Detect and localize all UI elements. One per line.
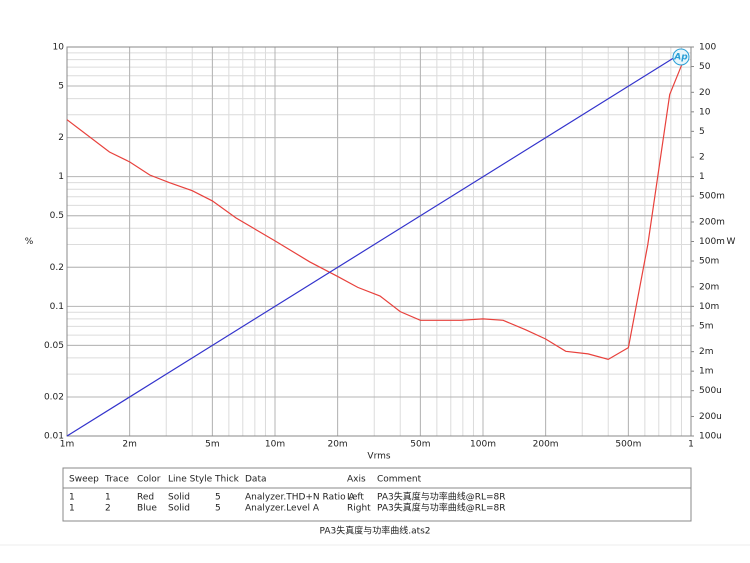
table-cell: Right <box>347 504 371 514</box>
table-header: Sweep <box>69 475 99 485</box>
x-tick-label: 1 <box>688 440 694 450</box>
y2-tick-label: 5 <box>699 127 705 137</box>
y2-tick-label: 1m <box>699 367 714 377</box>
logo-badge <box>672 48 690 66</box>
y2-tick-label: 500m <box>699 192 725 202</box>
table-header: Axis <box>347 475 366 485</box>
y-tick-label: 1 <box>58 172 64 182</box>
x-tick-label: 100m <box>470 440 496 450</box>
series-line <box>66 50 685 437</box>
y-tick-label: 5 <box>58 82 64 92</box>
y2-tick-label: 50m <box>699 257 719 267</box>
y-tick-label: 0.5 <box>50 211 64 221</box>
table-cell: 1 <box>69 504 75 514</box>
y-tick-label: 0.01 <box>44 432 64 442</box>
y-tick-label: 0.02 <box>44 392 64 402</box>
y2-tick-label: 5m <box>699 321 714 331</box>
x-tick-label: 500m <box>615 440 641 450</box>
table-cell: PA3失真度与功率曲线@RL=8R <box>377 491 506 503</box>
logo: Ap <box>673 53 688 63</box>
table-cell: Blue <box>137 504 157 514</box>
x-tick-label: 200m <box>533 440 559 450</box>
y2-tick-label: 20 <box>699 88 711 98</box>
table-header: Color <box>137 475 161 485</box>
y-axis-label: % <box>25 237 34 247</box>
table-cell: 5 <box>215 504 221 514</box>
x-tick-label: 20m <box>327 440 347 450</box>
table-cell: 1 <box>105 493 111 503</box>
footer: PA3失真度与功率曲线.ats2 <box>319 525 430 537</box>
x-axis-label: Vrms <box>367 452 390 462</box>
x-tick-label: 10m <box>265 440 285 450</box>
y2-tick-label: 200m <box>699 217 725 227</box>
table-header: Line Style <box>168 475 213 485</box>
y2-tick-label: 100m <box>699 237 725 247</box>
table-header: Data <box>245 475 267 485</box>
y2-axis-label: W <box>727 237 736 247</box>
table-cell: PA3失真度与功率曲线@RL=8R <box>377 502 506 514</box>
table-cell: Analyzer.THD+N Ratio A <box>245 493 355 503</box>
x-tick-label: 50m <box>410 440 430 450</box>
y2-tick-label: 2m <box>699 347 714 357</box>
x-tick-label: 5m <box>205 440 220 450</box>
series-line <box>66 57 686 361</box>
y-tick-label: 2 <box>58 133 64 143</box>
y-tick-label: 0.2 <box>50 263 64 273</box>
y2-tick-label: 20m <box>699 282 719 292</box>
y2-tick-label: 10m <box>699 302 719 312</box>
y2-tick-label: 1 <box>699 172 705 182</box>
y2-tick-label: 500u <box>699 386 722 396</box>
y2-tick-label: 100 <box>699 43 716 53</box>
table-header: Thick <box>214 475 240 485</box>
table-cell: 5 <box>215 493 221 503</box>
y2-tick-label: 200u <box>699 412 722 422</box>
x-tick-label: 1m <box>60 440 75 450</box>
y2-tick-label: 2 <box>699 153 705 163</box>
table-header: Trace <box>104 475 129 485</box>
y2-tick-label: 100u <box>699 432 722 442</box>
y-tick-label: 10 <box>53 43 65 53</box>
table-cell: Left <box>347 493 364 503</box>
table-cell: Red <box>137 493 154 503</box>
table-cell: Solid <box>168 493 190 503</box>
y2-tick-label: 10 <box>699 107 711 117</box>
table-cell: 2 <box>105 504 111 514</box>
y-tick-label: 0.1 <box>50 302 64 312</box>
x-tick-label: 2m <box>122 440 137 450</box>
table-frame <box>62 467 692 522</box>
table-header: Comment <box>377 475 422 485</box>
y-tick-label: 0.05 <box>44 341 64 351</box>
table-cell: 1 <box>69 493 75 503</box>
table-cell: Solid <box>168 504 190 514</box>
table-cell: Analyzer.Level A <box>245 504 320 514</box>
y2-tick-label: 50 <box>699 62 711 72</box>
plot-frame <box>66 46 692 437</box>
